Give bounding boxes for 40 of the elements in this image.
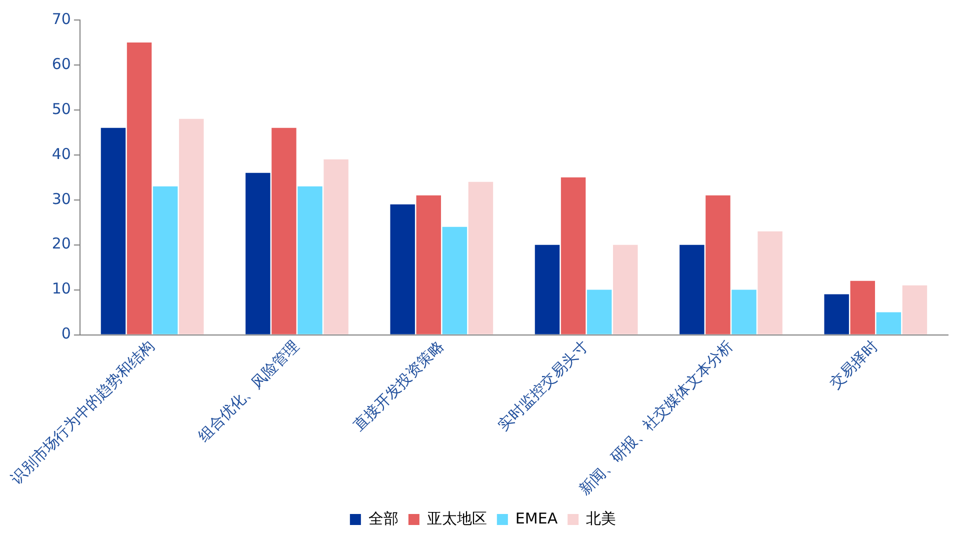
y-tick-label: 50 [52, 100, 71, 118]
bar [246, 172, 270, 334]
bar [680, 244, 704, 334]
x-tick-label: 组合优化、风险管理 [194, 336, 303, 446]
bar [468, 182, 494, 334]
x-tick-label: 实时监控交易头寸 [494, 336, 592, 435]
bar [586, 290, 612, 334]
y-tick-label: 10 [52, 280, 71, 298]
y-tick-label: 20 [52, 234, 71, 253]
y-tick-label: 70 [52, 10, 71, 28]
bar [298, 186, 322, 334]
y-tick-label: 0 [61, 324, 71, 343]
bar [534, 244, 560, 334]
bar [560, 177, 586, 334]
legend-label: EMEA [515, 509, 558, 528]
bar [416, 195, 441, 334]
bar [850, 280, 876, 334]
legend-label: 北美 [586, 509, 616, 528]
x-tick-label: 交易择时 [826, 336, 882, 392]
legend-label: 全部 [368, 509, 398, 528]
y-tick-label: 30 [52, 190, 71, 208]
y-tick-label: 60 [52, 54, 71, 73]
bar [390, 204, 415, 334]
bar [732, 290, 756, 334]
bar [324, 159, 348, 334]
bar [126, 42, 152, 334]
bar [758, 231, 782, 334]
y-tick-label: 40 [52, 144, 71, 163]
legend-label: 亚太地区 [426, 509, 487, 528]
bar [152, 186, 178, 334]
bar [613, 244, 638, 334]
bar [272, 128, 296, 334]
bar [100, 128, 126, 334]
bar [442, 226, 468, 334]
x-tick-label: 直接开发投资策略 [350, 336, 448, 435]
bar [824, 294, 849, 334]
bar [876, 312, 902, 334]
bar [706, 195, 730, 334]
bar [179, 118, 204, 334]
bar [902, 285, 928, 334]
